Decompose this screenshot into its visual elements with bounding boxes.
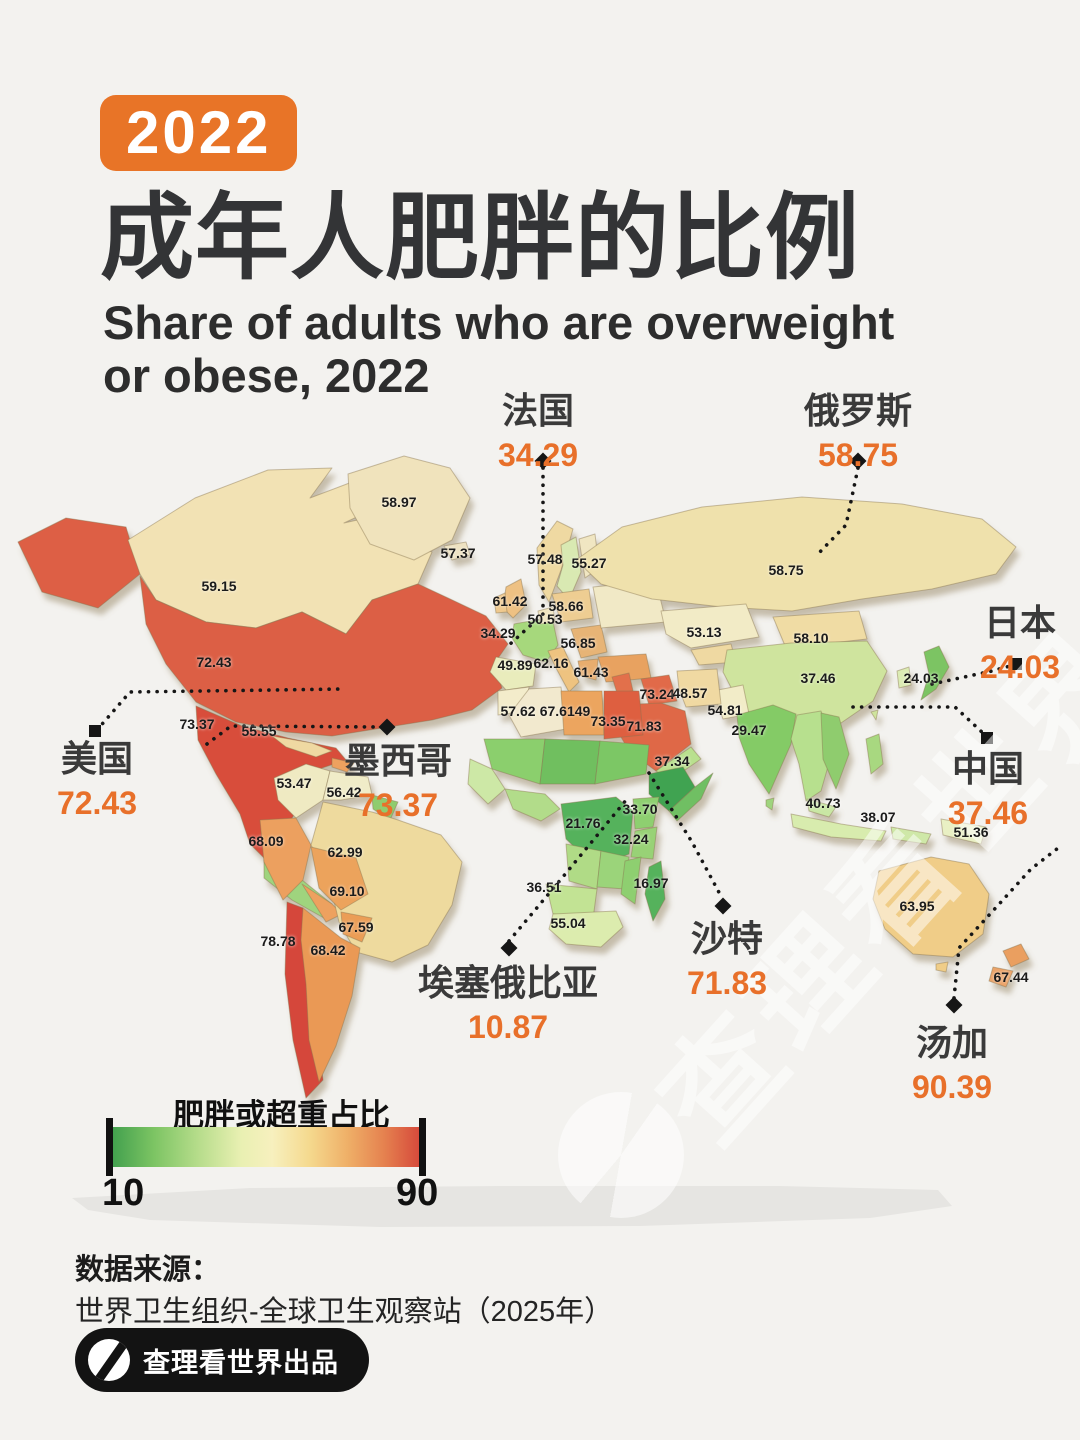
country-south-africa (548, 910, 624, 948)
brand-name: 查理看世界出品 (143, 1347, 339, 1378)
country-kenya (632, 796, 660, 830)
country-sri-lanka (765, 797, 775, 811)
country-germany (551, 588, 594, 623)
subtitle-line-2: or obese, 2022 (103, 349, 430, 403)
country-kazakhstan (660, 603, 760, 649)
brand-watermark-logo (558, 1092, 684, 1218)
country-korea (896, 666, 912, 689)
brand-logo-icon (88, 1339, 130, 1381)
country-angola (565, 843, 602, 890)
country-iraq (640, 674, 678, 706)
marker-russia (849, 452, 867, 470)
source-label: 数据来源： (75, 1254, 221, 1286)
marker-ethiopia (500, 939, 518, 957)
country-malaysia (806, 798, 837, 818)
country-australia (872, 856, 990, 958)
year-badge: 2022 (100, 95, 298, 171)
country-mongolia (772, 610, 868, 649)
country-argentina (300, 907, 361, 1083)
country-indonesia-east (890, 826, 932, 845)
country-madagascar (644, 860, 666, 922)
callout-leader-lines (89, 452, 1064, 1014)
country-sudan (594, 740, 650, 785)
country-bolivia (310, 846, 369, 911)
brand-pill: 查理看世界出品 (75, 1328, 369, 1392)
region-west-africa-coast (467, 758, 506, 805)
leader-tonga (952, 843, 1064, 1000)
country-norway (536, 520, 574, 603)
country-paraguay (340, 911, 373, 943)
leader-usa (95, 687, 347, 732)
marker-china (981, 732, 993, 744)
country-indonesia-west (790, 813, 887, 842)
country-algeria (508, 686, 567, 738)
marker-mexico (378, 718, 396, 736)
country-mozambique (620, 856, 642, 905)
page-title: 成年人肥胖的比例 (100, 185, 861, 290)
country-egypt (603, 690, 644, 740)
marker-usa (89, 725, 101, 737)
country-ireland (493, 592, 508, 614)
leader-ethiopia (507, 797, 629, 943)
country-philippines (865, 733, 884, 775)
country-venezuela (322, 770, 373, 801)
country-india (736, 704, 797, 795)
country-nigeria (504, 788, 561, 822)
marker-saudi (714, 897, 732, 915)
subtitle-line-1: Share of adults who are overweight (103, 296, 895, 349)
country-vietnam (820, 712, 850, 790)
landmasses (17, 455, 1030, 1099)
antarctica-silhouette (72, 1186, 952, 1227)
region-sahel-mid (539, 738, 601, 785)
source-text: 世界卫生组织-全球卫生观察站（2025年） (75, 1296, 614, 1328)
country-libya (560, 690, 605, 736)
country-italy (547, 646, 580, 693)
leader-mexico (205, 724, 382, 746)
region-balkans (570, 624, 608, 659)
country-hispaniola (331, 757, 355, 773)
country-iceland (443, 541, 471, 561)
country-alaska (17, 517, 141, 609)
marker-france (534, 452, 552, 470)
leader-japan (930, 664, 1012, 686)
country-greece (577, 658, 599, 681)
leader-china (851, 705, 986, 736)
legend-gradient-bar (106, 1118, 426, 1176)
country-russia (575, 496, 1017, 612)
legend-min-value: 10 (102, 1172, 145, 1214)
country-cuba (271, 735, 333, 758)
legend-max-value: 90 (396, 1172, 439, 1214)
legend-cap-left (106, 1118, 113, 1176)
country-greenland (347, 455, 471, 561)
leader-saudi (647, 771, 724, 900)
country-papua-new-guinea (940, 818, 987, 845)
leader-france (506, 466, 545, 648)
page-subtitle: Share of adults who are overweight or ob… (103, 296, 894, 402)
country-new-zealand-north (1002, 943, 1030, 968)
country-tasmania (935, 961, 949, 973)
country-taiwan (870, 709, 879, 721)
world-choropleth-map (17, 452, 1064, 1227)
marker-tonga (945, 996, 963, 1014)
country-new-zealand-south (988, 966, 1014, 988)
legend-cap-right (419, 1118, 426, 1176)
country-tanzania (630, 826, 658, 860)
country-netherlands (537, 606, 556, 625)
country-somalia (668, 772, 714, 822)
leader-russia (814, 466, 860, 558)
country-japan (920, 645, 950, 701)
marker-japan (1010, 658, 1022, 670)
country-iran (676, 668, 722, 708)
region-levant (611, 672, 634, 694)
country-peru (259, 817, 312, 901)
